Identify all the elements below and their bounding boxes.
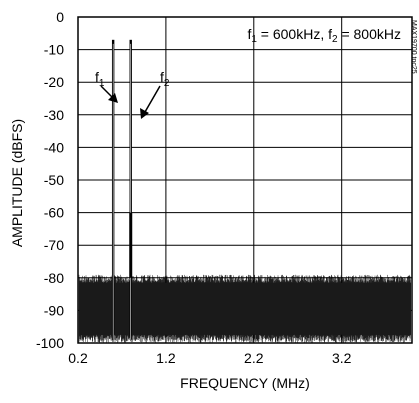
frequency-annotation: f1 = 600kHz, f2 = 800kHz [247,26,401,45]
y-axis-title: AMPLITUDE (dBFS) [9,119,25,247]
y-tick-label: -20 [44,74,64,90]
arrow-f2-head [140,108,149,119]
annotation-f2: f [328,26,332,42]
noise-floor-fill [79,282,411,335]
x-tick-label: 0.2 [68,350,88,366]
tone-label-f1-main: f [95,69,99,85]
arrow-f1-head [108,93,118,103]
y-tick-labels: 0 -10 -20 -30 -40 -50 -60 -70 -80 -90 -100 [36,9,64,351]
annotation-f1: f [247,26,251,42]
arrow-f1-shaft [100,85,114,99]
annotation-f1-sub: 1 [251,34,257,45]
arrow-f1 [100,85,118,103]
tone-series [111,39,133,340]
x-tick-label: 1.2 [156,350,176,366]
y-tick-label: 0 [56,9,64,25]
y-tick-label: -30 [44,107,64,123]
y-tick-label: -60 [44,205,64,221]
arrow-f2 [140,85,161,119]
y-tick-label: -10 [44,42,64,58]
annotation-f2-sub: 2 [332,34,338,45]
y-tick-label: -100 [36,335,64,351]
plot-frame [77,16,413,344]
annotation-mid1: = 600kHz, [257,26,328,42]
tone-label-f2-main: f [160,69,164,85]
y-tick-label: -70 [44,237,64,253]
x-axis-title: FREQUENCY (MHz) [180,375,310,391]
x-tick-labels: 0.2 1.2 2.2 3.2 [68,350,351,366]
arrow-f2-shaft [144,85,161,113]
spur-peak [129,212,133,278]
y-tick-label: -80 [44,270,64,286]
x-tick-label: 2.2 [244,350,264,366]
noise-floor [78,274,411,343]
y-tick-label: -90 [44,302,64,318]
tone-label-f1: f1 [95,69,105,89]
y-tick-label: -50 [44,172,64,188]
tone-label-f2: f2 [160,69,170,89]
tone-label-f1-sub: 1 [99,78,105,89]
x-tick-label: 3.2 [332,350,352,366]
tone-label-f2-sub: 2 [164,78,170,89]
y-tick-label: -40 [44,139,64,155]
watermark-label: MAX19700 toc25 [410,20,417,74]
annotation-mid2: = 800kHz [338,26,401,42]
